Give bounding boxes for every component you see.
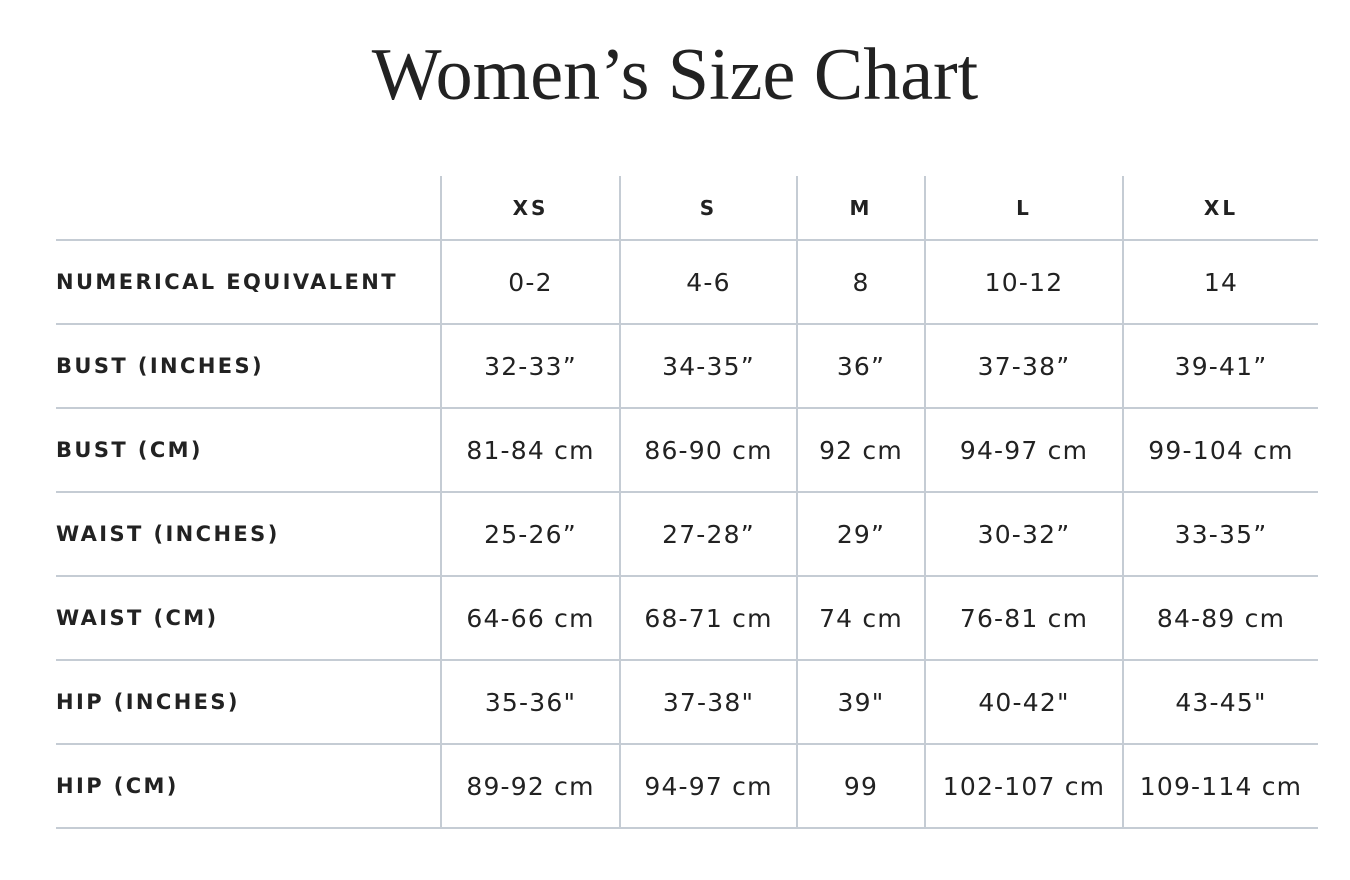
table-cell: 74 cm — [796, 577, 924, 661]
row-label: HIP (INCHES) — [56, 661, 440, 745]
table-cell: 35-36" — [440, 661, 619, 745]
column-header: M — [796, 176, 924, 241]
table-cell: 37-38” — [924, 325, 1122, 409]
row-label: WAIST (INCHES) — [56, 493, 440, 577]
table-cell: 76-81 cm — [924, 577, 1122, 661]
table-cell: 33-35” — [1122, 493, 1318, 577]
table-cell: 8 — [796, 241, 924, 325]
table-cell: 84-89 cm — [1122, 577, 1318, 661]
page-title: Women’s Size Chart — [371, 34, 979, 116]
row-label: WAIST (CM) — [56, 577, 440, 661]
size-table: XS S M L XL NUMERICAL EQUIVALENT 0-2 4-6 8 10-12 1… — [56, 176, 1318, 829]
column-header: XS — [440, 176, 619, 241]
table-cell: 94-97 cm — [619, 745, 796, 829]
corner-cell — [56, 176, 440, 241]
table-cell: 30-32” — [924, 493, 1122, 577]
table-cell: 92 cm — [796, 409, 924, 493]
row-label: BUST (INCHES) — [56, 325, 440, 409]
table-cell: 102-107 cm — [924, 745, 1122, 829]
table-cell: 109-114 cm — [1122, 745, 1318, 829]
table-cell: 10-12 — [924, 241, 1122, 325]
table-cell: 64-66 cm — [440, 577, 619, 661]
table-cell: 34-35” — [619, 325, 796, 409]
column-header: S — [619, 176, 796, 241]
table-cell: 32-33” — [440, 325, 619, 409]
row-label: NUMERICAL EQUIVALENT — [56, 241, 440, 325]
table-cell: 14 — [1122, 241, 1318, 325]
table-cell: 86-90 cm — [619, 409, 796, 493]
table-cell: 99 — [796, 745, 924, 829]
table-cell: 99-104 cm — [1122, 409, 1318, 493]
row-label: BUST (CM) — [56, 409, 440, 493]
row-label: HIP (CM) — [56, 745, 440, 829]
table-cell: 68-71 cm — [619, 577, 796, 661]
table-cell: 29” — [796, 493, 924, 577]
column-header: XL — [1122, 176, 1318, 241]
table-cell: 39" — [796, 661, 924, 745]
table-cell: 25-26” — [440, 493, 619, 577]
table-cell: 36” — [796, 325, 924, 409]
table-cell: 43-45" — [1122, 661, 1318, 745]
table-cell: 89-92 cm — [440, 745, 619, 829]
table-cell: 0-2 — [440, 241, 619, 325]
table-cell: 37-38" — [619, 661, 796, 745]
table-cell: 27-28” — [619, 493, 796, 577]
table-cell: 4-6 — [619, 241, 796, 325]
table-cell: 94-97 cm — [924, 409, 1122, 493]
table-cell: 39-41” — [1122, 325, 1318, 409]
table-cell: 40-42" — [924, 661, 1122, 745]
column-header: L — [924, 176, 1122, 241]
table-cell: 81-84 cm — [440, 409, 619, 493]
